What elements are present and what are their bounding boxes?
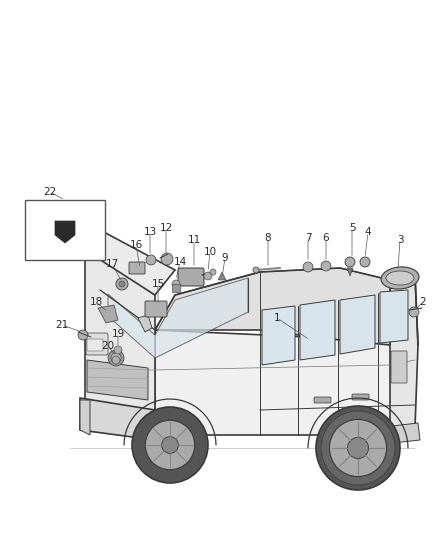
Polygon shape [380,290,408,343]
Circle shape [409,307,419,317]
Text: 11: 11 [187,235,201,245]
Text: 14: 14 [173,257,187,267]
Circle shape [114,346,122,354]
Circle shape [303,262,313,272]
Text: 15: 15 [152,279,165,289]
Ellipse shape [381,267,419,289]
Polygon shape [80,398,155,440]
Circle shape [321,261,331,271]
Circle shape [253,267,259,273]
Text: 16: 16 [129,240,143,250]
Circle shape [162,437,178,454]
Polygon shape [155,330,415,435]
Circle shape [116,278,128,290]
Polygon shape [85,230,175,295]
Circle shape [321,411,395,485]
Circle shape [161,253,173,265]
Polygon shape [108,278,248,358]
Text: 4: 4 [365,227,371,237]
Circle shape [316,406,400,490]
Polygon shape [218,272,226,280]
Text: 18: 18 [89,297,102,307]
Circle shape [111,353,121,363]
Text: 6: 6 [323,233,329,243]
FancyBboxPatch shape [352,394,369,400]
Text: 3: 3 [397,235,403,245]
FancyBboxPatch shape [87,339,103,351]
FancyBboxPatch shape [391,351,407,383]
Polygon shape [87,360,148,400]
Polygon shape [85,250,155,435]
Polygon shape [390,275,418,435]
Circle shape [172,280,180,288]
Circle shape [204,272,212,280]
FancyBboxPatch shape [25,200,105,260]
Ellipse shape [386,271,414,285]
Text: 2: 2 [420,297,426,307]
Polygon shape [347,268,353,276]
Text: 20: 20 [102,341,115,351]
Polygon shape [340,295,375,354]
Text: 1: 1 [274,313,280,323]
Circle shape [78,330,88,340]
Polygon shape [300,300,335,360]
FancyBboxPatch shape [86,333,108,355]
Circle shape [112,356,120,364]
Polygon shape [375,423,420,445]
Circle shape [329,419,387,477]
Text: 5: 5 [349,223,355,233]
FancyBboxPatch shape [145,301,167,317]
FancyBboxPatch shape [178,268,204,286]
Circle shape [210,269,216,275]
Text: 9: 9 [222,253,228,263]
Polygon shape [80,400,90,435]
Text: 19: 19 [111,329,125,339]
Polygon shape [262,306,295,365]
Circle shape [108,350,124,366]
Polygon shape [55,221,75,243]
Text: 12: 12 [159,223,173,233]
FancyBboxPatch shape [314,397,331,403]
Text: 21: 21 [55,320,69,330]
Text: 10: 10 [203,247,216,257]
Circle shape [347,438,368,458]
Circle shape [145,421,195,470]
Text: 17: 17 [106,259,119,269]
Circle shape [119,281,125,287]
Text: 22: 22 [43,187,57,197]
Polygon shape [155,268,390,345]
Circle shape [345,257,355,267]
Text: 8: 8 [265,233,271,243]
Text: 13: 13 [143,227,157,237]
Text: 7: 7 [305,233,311,243]
Polygon shape [138,315,152,332]
Circle shape [360,257,370,267]
Circle shape [132,407,208,483]
FancyBboxPatch shape [129,262,145,274]
Polygon shape [172,284,180,292]
Polygon shape [98,305,118,323]
Circle shape [146,255,156,265]
